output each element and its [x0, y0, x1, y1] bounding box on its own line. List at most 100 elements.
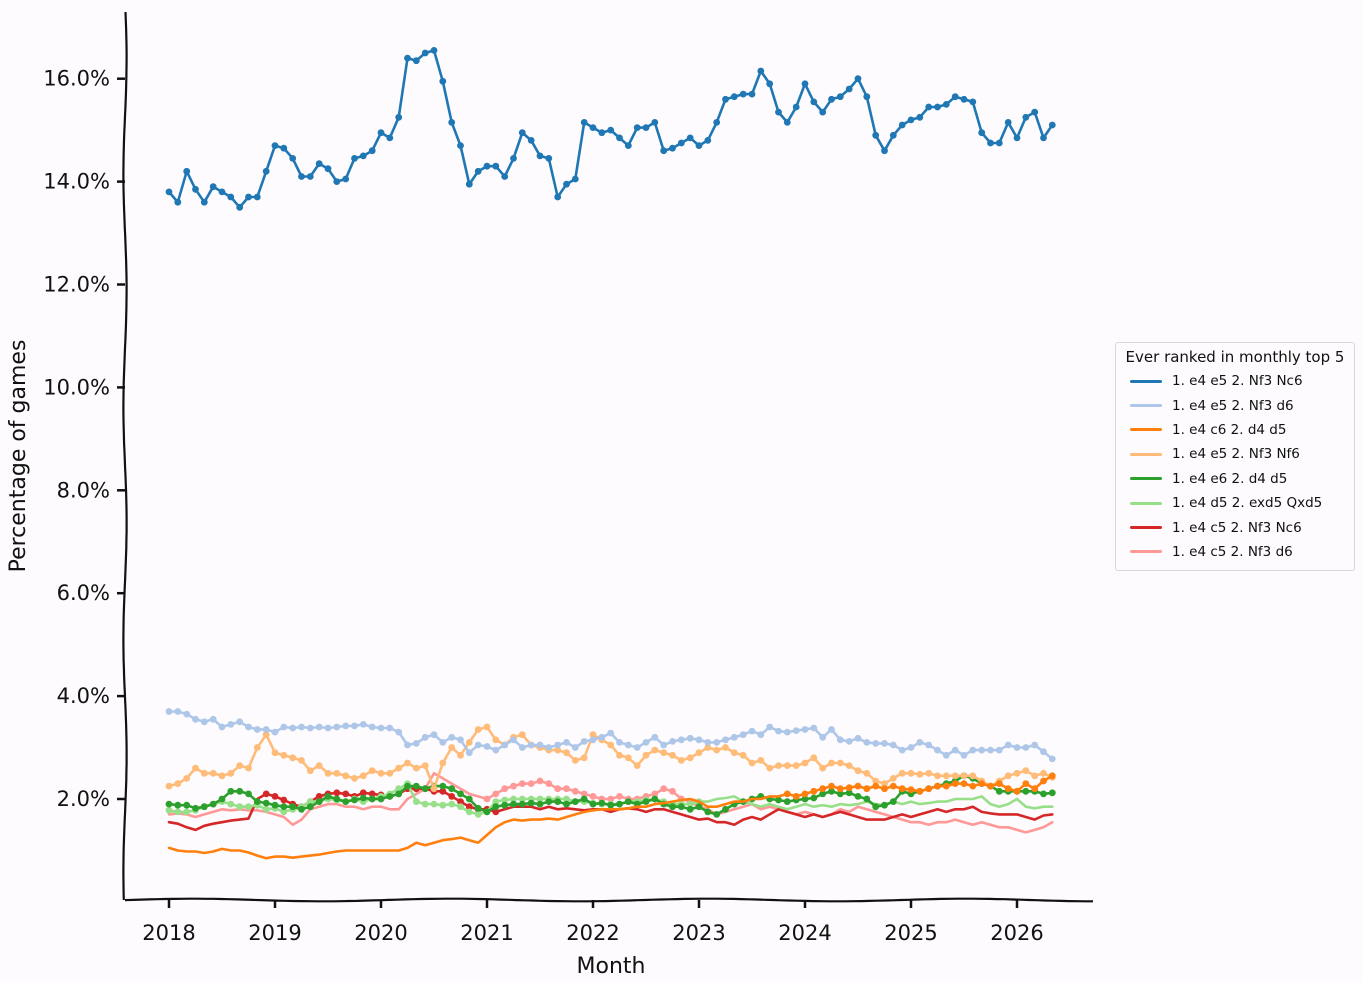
- legend-item: 1. e4 d5 2. exd5 Qxd5: [1122, 491, 1348, 515]
- data-point: [810, 754, 818, 762]
- data-point: [368, 795, 376, 803]
- data-point: [421, 785, 429, 793]
- data-point: [783, 798, 791, 805]
- data-point: [271, 142, 279, 150]
- data-point: [536, 741, 544, 749]
- data-point: [1022, 787, 1030, 795]
- data-point: [510, 782, 517, 790]
- data-point: [492, 736, 500, 744]
- data-point: [554, 741, 562, 749]
- legend-item: 1. e4 c5 2. Nf3 d6: [1122, 540, 1348, 564]
- data-point: [280, 751, 288, 759]
- data-point: [333, 769, 341, 777]
- data-point: [439, 739, 447, 746]
- data-point: [836, 790, 844, 798]
- data-point: [563, 739, 570, 746]
- data-point: [1013, 787, 1021, 795]
- data-point: [536, 800, 544, 808]
- data-point: [598, 799, 606, 807]
- data-point: [978, 129, 986, 137]
- data-point: [686, 800, 694, 808]
- data-point: [404, 54, 411, 62]
- data-point: [801, 80, 809, 88]
- data-point: [227, 800, 235, 808]
- data-point: [165, 188, 173, 196]
- x-axis-label: Month: [577, 954, 646, 979]
- data-point: [580, 119, 588, 126]
- data-point: [315, 723, 323, 731]
- legend-label: 1. e4 e5 2. Nf3 d6: [1172, 397, 1294, 414]
- x-tick-label: 2022: [566, 921, 619, 945]
- data-point: [510, 736, 517, 744]
- data-point: [395, 113, 403, 121]
- data-point: [845, 789, 853, 797]
- data-point: [783, 790, 791, 798]
- data-point: [492, 798, 500, 805]
- legend-swatch: [1130, 550, 1162, 554]
- data-point: [333, 178, 341, 186]
- data-point: [651, 733, 659, 741]
- data-point: [713, 119, 721, 126]
- data-point: [209, 183, 217, 191]
- data-point: [801, 759, 809, 767]
- data-point: [227, 721, 235, 728]
- data-point: [598, 129, 606, 137]
- data-point: [995, 787, 1003, 795]
- data-point: [571, 744, 579, 751]
- data-point: [271, 749, 279, 757]
- data-point: [677, 736, 685, 744]
- data-point: [607, 795, 615, 803]
- data-point: [457, 803, 464, 811]
- data-point: [218, 772, 226, 780]
- data-point: [916, 770, 924, 778]
- data-point: [836, 759, 844, 767]
- data-point: [183, 167, 191, 175]
- data-point: [218, 188, 226, 196]
- data-point: [518, 744, 526, 751]
- data-point: [757, 731, 765, 739]
- data-point: [642, 124, 650, 131]
- data-point: [739, 751, 747, 759]
- data-point: [607, 729, 615, 737]
- data-point: [298, 805, 305, 813]
- data-point: [183, 710, 191, 718]
- data-point: [845, 85, 853, 93]
- data-point: [660, 147, 668, 155]
- data-point: [660, 749, 668, 757]
- data-point: [819, 764, 827, 772]
- data-point: [174, 801, 182, 809]
- data-point: [474, 811, 482, 818]
- y-tick-label: 12.0%: [43, 273, 110, 297]
- data-point: [510, 155, 517, 162]
- data-point: [183, 801, 191, 809]
- data-point: [889, 798, 897, 805]
- data-point: [677, 757, 685, 764]
- data-point: [695, 736, 703, 744]
- data-point: [686, 805, 694, 813]
- data-point: [306, 798, 314, 805]
- data-point: [492, 808, 500, 816]
- data-point: [563, 785, 570, 793]
- data-point: [669, 787, 676, 795]
- data-point: [412, 764, 420, 772]
- data-point: [439, 782, 447, 790]
- data-point: [165, 782, 173, 790]
- legend-label: 1. e4 e5 2. Nf3 Nc6: [1172, 373, 1303, 390]
- data-point: [236, 762, 244, 769]
- data-point: [465, 180, 473, 188]
- data-point: [942, 782, 950, 790]
- data-point: [510, 795, 517, 803]
- data-point: [465, 803, 473, 811]
- data-point: [845, 784, 853, 792]
- data-point: [934, 782, 941, 790]
- data-point: [1040, 790, 1047, 798]
- data-point: [589, 736, 597, 744]
- data-point: [739, 90, 747, 98]
- data-point: [262, 805, 270, 813]
- legend-swatch: [1130, 452, 1162, 456]
- data-point: [748, 759, 756, 767]
- legend-item: 1. e4 e5 2. Nf3 Nf6: [1122, 442, 1348, 466]
- data-point: [386, 724, 394, 732]
- data-point: [633, 744, 641, 751]
- data-point: [960, 772, 968, 780]
